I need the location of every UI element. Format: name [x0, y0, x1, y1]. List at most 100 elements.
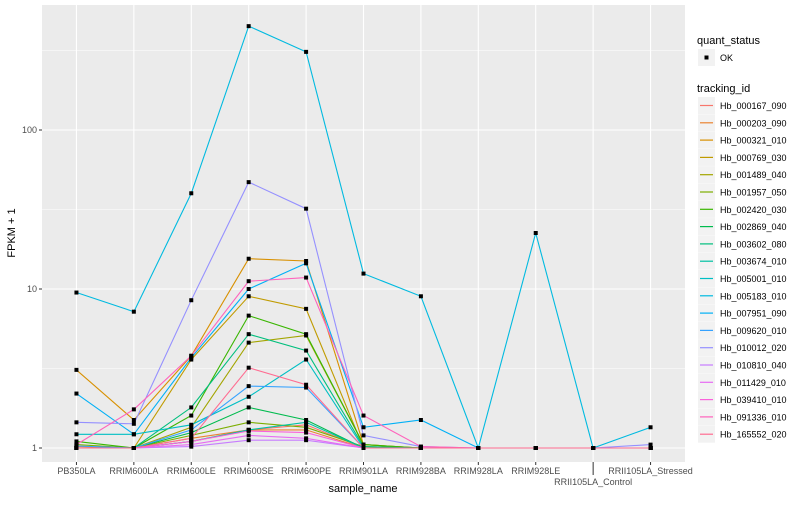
- legend-label: Hb_011429_010: [720, 378, 786, 388]
- legend-label: Hb_009620_010: [720, 326, 787, 336]
- legend-label: Hb_010810_040: [720, 361, 787, 371]
- data-point: [189, 433, 194, 438]
- y-tick-label: 1: [32, 443, 37, 453]
- data-point: [304, 422, 309, 427]
- data-point: [131, 418, 136, 423]
- legend-label: Hb_005183_010: [720, 291, 787, 301]
- legend-label-ok: OK: [720, 53, 733, 63]
- legend-title-tracking-id: tracking_id: [697, 83, 750, 95]
- data-point: [246, 438, 251, 443]
- data-point: [189, 405, 194, 410]
- data-point: [246, 428, 251, 433]
- x-tick-label: RRIM928LA: [454, 466, 503, 476]
- data-point: [189, 353, 194, 358]
- y-tick-label: 100: [22, 125, 37, 135]
- data-point: [189, 298, 194, 303]
- data-point: [304, 425, 309, 430]
- data-point: [648, 446, 653, 450]
- legend-label: Hb_000167_090: [720, 101, 787, 111]
- data-point: [361, 271, 366, 276]
- data-point: [304, 420, 309, 425]
- y-axis-title: FPKM + 1: [6, 208, 18, 257]
- legend-label: Hb_000769_030: [720, 153, 787, 163]
- data-point: [189, 422, 194, 427]
- data-point: [189, 436, 194, 441]
- x-tick-label: RRIM600PE: [281, 466, 331, 476]
- data-point: [304, 259, 309, 264]
- legend-label: Hb_010012_020: [720, 343, 787, 353]
- data-point: [304, 261, 309, 266]
- x-tick-label: PB350LA: [57, 466, 95, 476]
- data-point: [189, 430, 194, 435]
- x-tick-label: RRIM901LA: [339, 466, 388, 476]
- data-point: [304, 306, 309, 311]
- legend: quant_status OK tracking_id Hb_000167_090 Hb…: [697, 35, 787, 443]
- data-point: [131, 432, 136, 437]
- data-point: [304, 418, 309, 423]
- data-point: [591, 446, 596, 450]
- legend-label: Hb_002420_030: [720, 205, 787, 215]
- data-point: [246, 420, 251, 425]
- data-point: [361, 446, 366, 450]
- data-point: [648, 442, 653, 447]
- x-tick-label: RRIM600LA: [109, 466, 158, 476]
- data-point: [361, 433, 366, 438]
- data-point: [476, 446, 481, 450]
- legend-point-icon: [704, 55, 709, 60]
- data-point: [304, 332, 309, 337]
- data-point: [246, 256, 251, 261]
- data-point: [246, 332, 251, 337]
- data-point: [74, 442, 79, 447]
- x-tick-label: RRIM600LE: [167, 466, 216, 476]
- data-point: [189, 444, 194, 449]
- x-tick-label: RRII105LA_Control: [554, 477, 632, 487]
- data-point: [246, 294, 251, 299]
- data-point: [304, 275, 309, 280]
- y-tick-label: 10: [27, 284, 37, 294]
- legend-label: Hb_039410_010: [720, 395, 787, 405]
- data-point: [74, 367, 79, 372]
- data-point: [246, 365, 251, 370]
- data-point: [304, 348, 309, 353]
- legend-title-quant-status: quant_status: [697, 35, 760, 47]
- data-point: [304, 382, 309, 387]
- data-point: [418, 294, 423, 299]
- legend-label: Hb_165552_020: [720, 430, 787, 440]
- legend-label: Hb_003602_080: [720, 239, 787, 249]
- data-point: [246, 313, 251, 318]
- data-point: [246, 279, 251, 284]
- data-point: [74, 432, 79, 437]
- legend-label: Hb_001957_050: [720, 188, 787, 198]
- data-point: [131, 446, 136, 450]
- data-point: [74, 391, 79, 396]
- data-point: [246, 394, 251, 399]
- x-axis-title: sample_name: [328, 483, 397, 495]
- legend-label: Hb_001489_040: [720, 170, 787, 180]
- data-point: [418, 446, 423, 450]
- data-point: [246, 405, 251, 410]
- data-point: [189, 413, 194, 418]
- data-point: [418, 418, 423, 423]
- x-tick-label: RRII105LA_Stressed: [608, 466, 693, 476]
- data-point: [246, 287, 251, 291]
- data-point: [304, 357, 309, 362]
- data-point: [304, 436, 309, 441]
- data-point: [246, 180, 251, 185]
- legend-label: Hb_005001_010: [720, 274, 787, 284]
- x-tick-label: RRIM928LE: [511, 466, 560, 476]
- legend-label: Hb_002869_040: [720, 222, 787, 232]
- data-point: [361, 425, 366, 430]
- data-point: [361, 413, 366, 418]
- data-point: [189, 427, 194, 432]
- legend-label: Hb_000321_010: [720, 136, 787, 146]
- legend-label: Hb_003674_010: [720, 257, 787, 267]
- data-point: [246, 24, 251, 29]
- data-point: [189, 191, 194, 196]
- data-point: [304, 430, 309, 435]
- data-point: [304, 206, 309, 211]
- data-point: [304, 49, 309, 54]
- data-point: [74, 446, 79, 450]
- data-point: [189, 425, 194, 430]
- data-point: [533, 231, 538, 236]
- x-tick-label: RRIM600SE: [224, 466, 274, 476]
